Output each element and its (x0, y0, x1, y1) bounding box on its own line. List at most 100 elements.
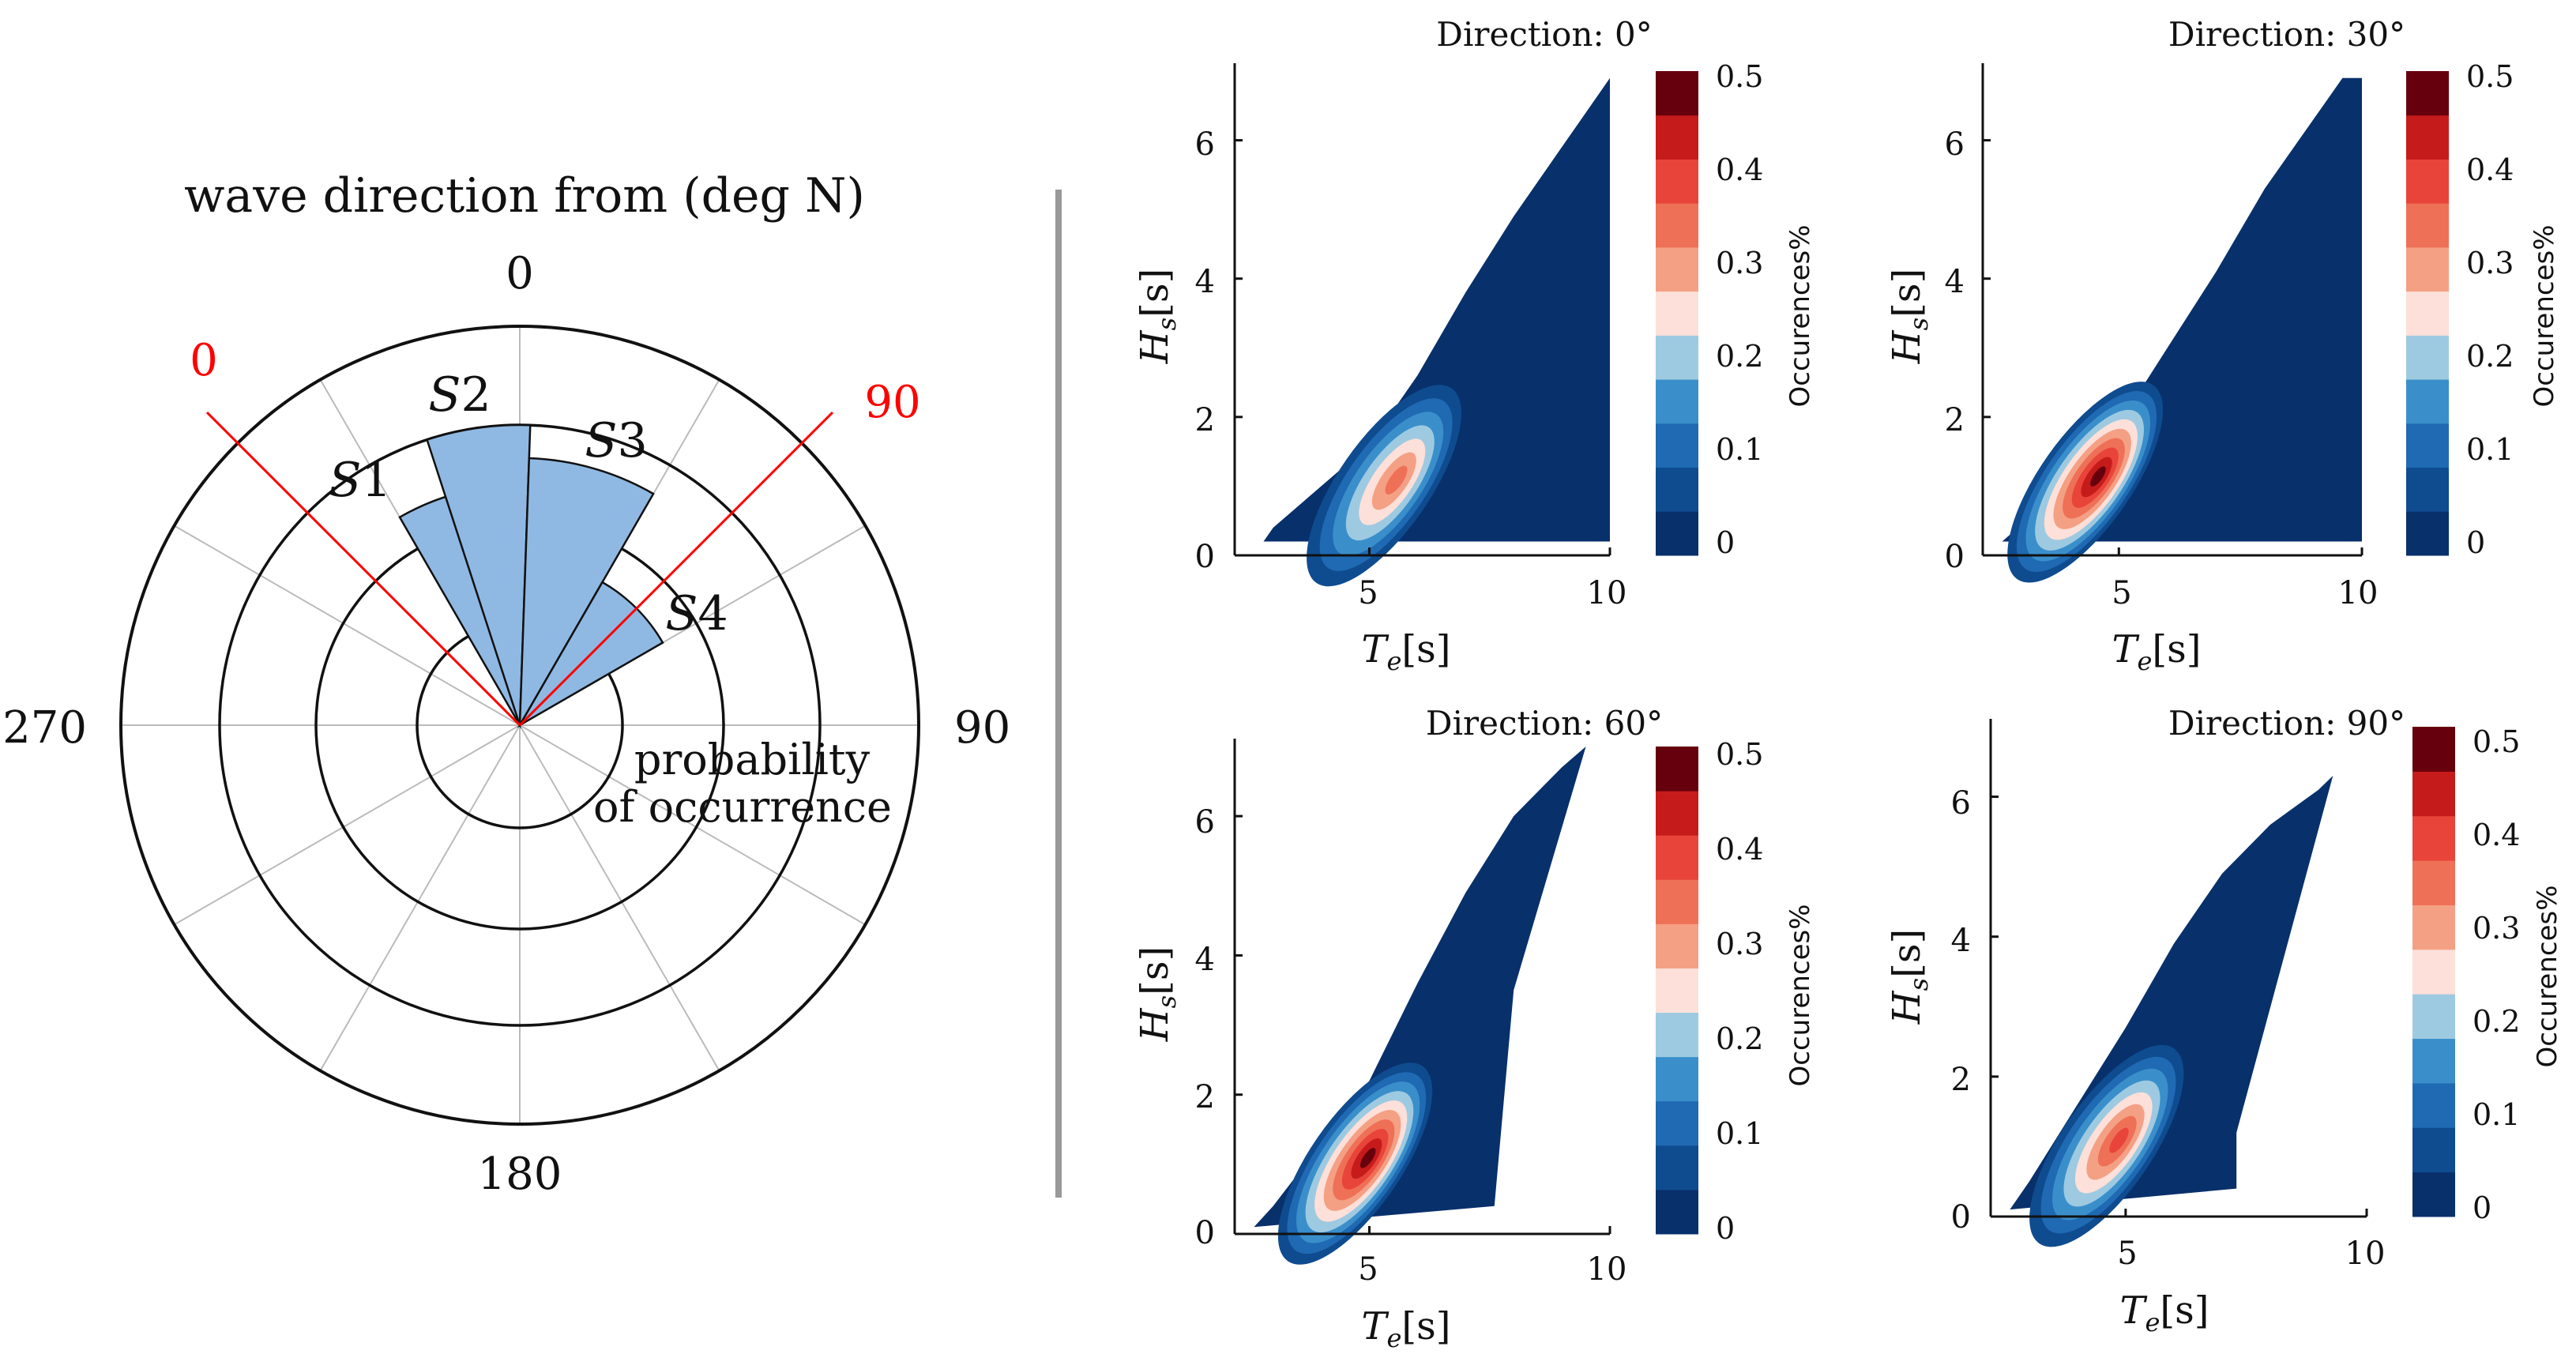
y-tick-4: 4 (1195, 942, 1215, 978)
colorbar-segment (2412, 815, 2455, 861)
panel-title: Direction: 60° (1426, 704, 1663, 743)
colorbar-segment (2406, 115, 2449, 160)
colorbar-segment (2412, 771, 2455, 817)
highlight-start-label: 0 (190, 335, 218, 386)
colorbar-segment (1656, 467, 1698, 512)
x-tick-5: 5 (2112, 575, 2131, 611)
cb-tick-0.4: 0.4 (1716, 152, 1763, 187)
x-tick-5: 5 (2117, 1236, 2137, 1272)
colorbar-segment (1656, 511, 1698, 556)
y-tick-6: 6 (1195, 126, 1215, 163)
colorbar-segment (1656, 791, 1698, 836)
cb-tick-0.5: 0.5 (2473, 724, 2520, 759)
cb-tick-0.3: 0.3 (1716, 927, 1763, 961)
colorbar (1656, 71, 1698, 556)
highlight-end-label: 90 (864, 377, 920, 428)
colorbar-segment (1656, 203, 1698, 248)
sector-label-s1: S1 (329, 453, 391, 508)
contour-fill (1254, 747, 1586, 1265)
spoke-line (174, 724, 521, 926)
contour-level-7 (1385, 465, 1408, 495)
colorbar-segment (2412, 1038, 2455, 1084)
spoke-line (519, 724, 866, 926)
colorbar-label: Occurences% (1784, 904, 1816, 1086)
cb-tick-0: 0 (2473, 1190, 2491, 1225)
colorbar-segment (1656, 246, 1698, 292)
colorbar-segment (2412, 727, 2455, 772)
x-tick-10: 10 (1587, 575, 1627, 611)
colorbar-segment (2406, 335, 2449, 380)
angle-label-180: 180 (478, 1149, 562, 1200)
colorbar (2406, 71, 2449, 556)
y-axis-label: Hs[s] (1133, 946, 1182, 1042)
polar-title: wave direction from (deg N) (184, 168, 865, 224)
colorbar-segment (1656, 115, 1698, 160)
cb-tick-0: 0 (2466, 525, 2485, 560)
colorbar-segment (2406, 379, 2449, 424)
y-tick-4: 4 (1945, 264, 1965, 300)
cb-tick-0.1: 0.1 (2466, 432, 2514, 467)
y-tick-4: 4 (1195, 264, 1215, 300)
cb-tick-0.3: 0.3 (2466, 246, 2514, 280)
y-tick-2: 2 (1945, 402, 1965, 438)
y-tick-4: 4 (1951, 923, 1971, 959)
colorbar-segment (1656, 879, 1698, 924)
x-axis-label: Te[s] (2119, 1288, 2209, 1337)
y-tick-2: 2 (1195, 1079, 1215, 1115)
cb-tick-0.4: 0.4 (2473, 818, 2520, 852)
y-axis-label: Hs[s] (1885, 269, 1934, 364)
colorbar-segment (1656, 1189, 1698, 1235)
colorbar-label: Occurences% (2532, 885, 2563, 1067)
y-tick-0: 0 (1945, 539, 1965, 575)
grid-ring (119, 325, 920, 1126)
colorbar-segment (1656, 747, 1698, 792)
highlight-start-line (205, 411, 521, 727)
colorbar-segment (1656, 291, 1698, 336)
spoke-line (319, 724, 521, 1071)
colorbar-label: Occurences% (2529, 224, 2560, 407)
cb-tick-0: 0 (1716, 525, 1735, 560)
colorbar-segment (2412, 1127, 2455, 1173)
colorbar-segment (1656, 835, 1698, 880)
panel-title: Direction: 30° (2168, 15, 2405, 54)
sector-s2 (425, 423, 532, 726)
cb-tick-0.3: 0.3 (2473, 911, 2520, 946)
angle-label-270: 270 (2, 702, 87, 754)
colorbar-segment (1656, 923, 1698, 968)
contour-level-0 (1263, 77, 1610, 542)
colorbar-segment (2412, 1082, 2455, 1128)
colorbar-segment (1656, 1056, 1698, 1102)
contour-level-10 (2090, 466, 2106, 487)
colorbar-segment (1656, 71, 1698, 116)
x-tick-5: 5 (1358, 1251, 1378, 1288)
cb-tick-0.1: 0.1 (1716, 432, 1763, 467)
colorbar-segment (2412, 860, 2455, 905)
cb-tick-0.2: 0.2 (1716, 1021, 1763, 1056)
contour-panel-direction-60: Direction: 60° 5 10 0 2 4 6 Te[s] Hs[s] … (1133, 704, 1816, 1353)
colorbar-segment (2406, 423, 2449, 468)
x-tick-10: 10 (2338, 575, 2379, 611)
cb-tick-0.2: 0.2 (2466, 339, 2514, 374)
y-axis-label: Hs[s] (1133, 269, 1182, 364)
y-tick-0: 0 (1951, 1199, 1971, 1236)
cb-tick-0.3: 0.3 (1716, 246, 1763, 280)
angle-label-0: 0 (506, 248, 534, 299)
colorbar-segment (1656, 159, 1698, 204)
colorbar-segment (2406, 467, 2449, 512)
x-axis-label: Te[s] (1361, 1304, 1450, 1353)
spoke-line (519, 724, 720, 1071)
cb-tick-0.1: 0.1 (1716, 1116, 1763, 1151)
colorbar-segment (2412, 905, 2455, 950)
sector-label-s3: S3 (585, 413, 647, 468)
spoke-line (174, 525, 521, 726)
colorbar-segment (2406, 511, 2449, 556)
contour-level-10 (1359, 1148, 1376, 1168)
polar-highlight-lines (205, 411, 834, 727)
colorbar-label: Occurences% (1784, 224, 1816, 407)
axes (1233, 739, 1611, 1236)
radial-label-line-1: probability (634, 735, 871, 784)
colorbar (1656, 747, 1698, 1235)
contour-fill (2002, 77, 2362, 583)
colorbar-segment (1656, 379, 1698, 424)
colorbar (2412, 727, 2455, 1217)
